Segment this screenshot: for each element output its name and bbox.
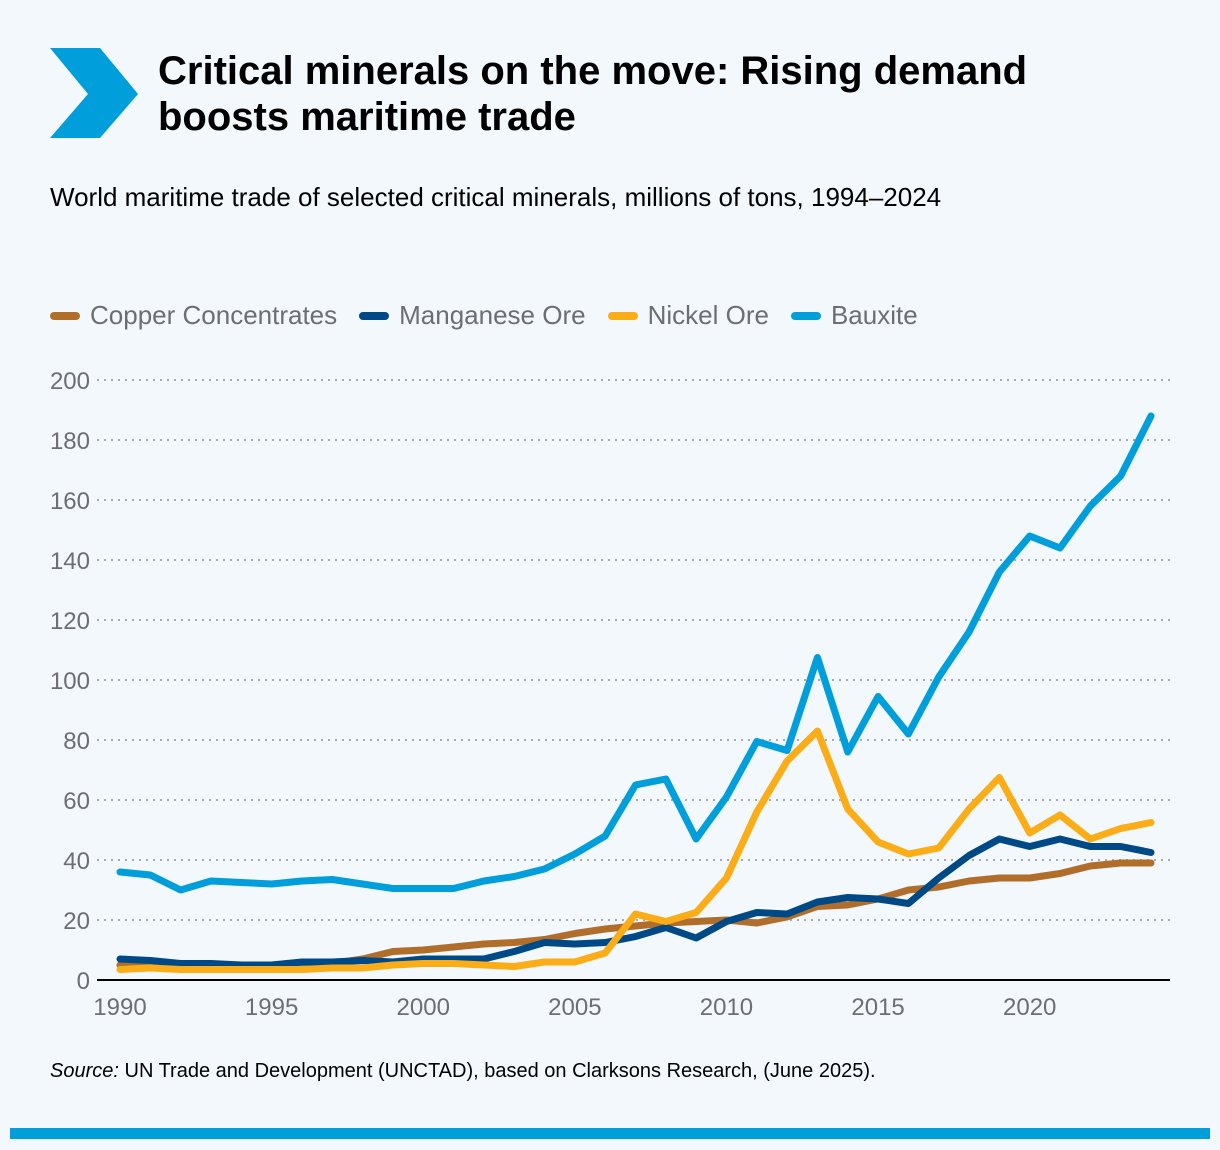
- series-line-manganese-ore: [116, 835, 1155, 969]
- legend-label: Manganese Ore: [399, 300, 586, 330]
- y-tick-label: 40: [63, 848, 90, 875]
- x-tick-label: 2015: [851, 994, 904, 1021]
- source-text: UN Trade and Development (UNCTAD), based…: [118, 1060, 876, 1082]
- source-label: Source:: [50, 1060, 119, 1082]
- legend-item: Bauxite: [790, 300, 918, 331]
- legend-swatch: [50, 311, 80, 320]
- legend-item: Copper Concentrates: [50, 300, 337, 331]
- y-tick-label: 0: [77, 968, 90, 995]
- y-tick-label: 60: [63, 788, 90, 815]
- x-tick-label: 2020: [1003, 994, 1056, 1021]
- y-tick-label: 200: [50, 368, 90, 395]
- x-tick-label: 1990: [93, 994, 146, 1021]
- source-note: Source: UN Trade and Development (UNCTAD…: [50, 1060, 876, 1083]
- page-title: Critical minerals on the move: Rising de…: [158, 49, 1028, 139]
- chart-subtitle: World maritime trade of selected critica…: [50, 182, 942, 212]
- line-chart: 0 20 40 60 80 100 120 140 160 180 200 1990 1995 2000 2…: [50, 368, 1170, 1021]
- y-tick-label: 80: [63, 728, 90, 755]
- legend-label: Nickel Ore: [647, 300, 769, 330]
- legend-swatch: [607, 311, 638, 320]
- footer-bar: [10, 1128, 1210, 1139]
- x-tick-label: 2000: [397, 994, 450, 1021]
- y-tick-label: 20: [63, 908, 90, 935]
- legend-swatch: [359, 311, 390, 320]
- y-tick-label: 100: [50, 668, 90, 695]
- legend-swatch: [790, 311, 821, 320]
- series-line-nickel-ore: [116, 727, 1155, 973]
- legend-label: Copper Concentrates: [90, 300, 338, 330]
- y-tick-label: 120: [50, 608, 90, 635]
- legend-item: Manganese Ore: [359, 300, 586, 331]
- legend-item: Nickel Ore: [607, 300, 769, 331]
- series-line-bauxite: [116, 412, 1155, 894]
- legend: Copper Concentrates Manganese Ore Nickel O…: [50, 300, 918, 331]
- x-tick-label: 2005: [548, 994, 601, 1021]
- y-tick-label: 160: [50, 488, 90, 515]
- y-tick-label: 140: [50, 548, 90, 575]
- chevron-right-icon: [50, 48, 138, 138]
- x-tick-label: 1995: [245, 994, 298, 1021]
- y-tick-label: 180: [50, 428, 90, 455]
- legend-label: Bauxite: [830, 300, 918, 330]
- x-tick-label: 2010: [700, 994, 753, 1021]
